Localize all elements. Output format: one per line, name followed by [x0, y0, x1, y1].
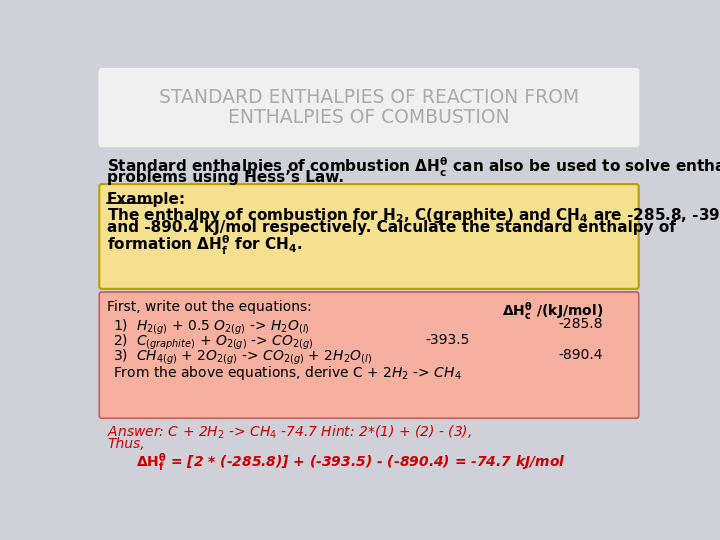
- Text: STANDARD ENTHALPIES OF REACTION FROM: STANDARD ENTHALPIES OF REACTION FROM: [159, 87, 579, 106]
- Text: Standard enthalpies of combustion $\mathbf{\Delta H_c^{\theta}}$ can also be use: Standard enthalpies of combustion $\math…: [107, 156, 720, 179]
- Text: $\mathbf{\Delta H_f^{\theta}}$ = [2 * (-285.8)] + (-393.5) - (-890.4) = -74.7 kJ: $\mathbf{\Delta H_f^{\theta}}$ = [2 * (-…: [137, 451, 566, 473]
- Text: formation $\mathbf{\Delta H_f^{\theta}}$ for $\mathbf{CH_4}$.: formation $\mathbf{\Delta H_f^{\theta}}$…: [107, 233, 303, 256]
- Text: Thus,: Thus,: [107, 437, 145, 451]
- Text: 3)  $CH_{4(g)}$ + 2$O_{2(g)}$ -> $CO_{2(g)}$ + 2$H_2O_{(l)}$: 3) $CH_{4(g)}$ + 2$O_{2(g)}$ -> $CO_{2(g…: [113, 348, 372, 367]
- Text: Example:: Example:: [107, 192, 186, 207]
- Text: -285.8: -285.8: [559, 318, 603, 332]
- Text: The enthalpy of combustion for $\mathbf{H_2}$, $\mathbf{C(graphite)}$ and $\math: The enthalpy of combustion for $\mathbf{…: [107, 206, 720, 225]
- Text: 2)  $C_{(graphite)}$ + $O_{2(g)}$ -> $CO_{2(g)}$: 2) $C_{(graphite)}$ + $O_{2(g)}$ -> $CO_…: [113, 333, 314, 352]
- Text: 1)  $H_{2(g)}$ + 0.5 $O_{2(g)}$ -> $H_2O_{(l)}$: 1) $H_{2(g)}$ + 0.5 $O_{2(g)}$ -> $H_2O_…: [113, 318, 310, 336]
- Text: Answer: C + 2$H_2$ -> $CH_4$ -74.7 Hint: 2*(1) + (2) - (3),: Answer: C + 2$H_2$ -> $CH_4$ -74.7 Hint:…: [107, 423, 472, 441]
- Text: -890.4: -890.4: [559, 348, 603, 362]
- Text: First, write out the equations:: First, write out the equations:: [107, 300, 312, 314]
- FancyBboxPatch shape: [99, 68, 639, 147]
- Text: ENTHALPIES OF COMBUSTION: ENTHALPIES OF COMBUSTION: [228, 107, 510, 127]
- Text: $\mathbf{\Delta H_c^{\theta}}$ /(kJ/mol): $\mathbf{\Delta H_c^{\theta}}$ /(kJ/mol): [502, 300, 603, 321]
- Text: -393.5: -393.5: [426, 333, 469, 347]
- Text: and -890.4 kJ/mol respectively. Calculate the standard enthalpy of: and -890.4 kJ/mol respectively. Calculat…: [107, 220, 676, 234]
- Text: From the above equations, derive C + 2$H_2$ -> $CH_4$: From the above equations, derive C + 2$H…: [113, 363, 462, 382]
- Text: problems using Hess’s Law.: problems using Hess’s Law.: [107, 170, 344, 185]
- FancyBboxPatch shape: [99, 292, 639, 418]
- FancyBboxPatch shape: [99, 184, 639, 289]
